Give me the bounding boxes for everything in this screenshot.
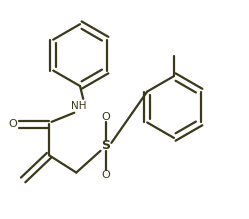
Text: S: S bbox=[101, 139, 111, 152]
Text: O: O bbox=[102, 112, 110, 122]
Text: O: O bbox=[8, 119, 17, 129]
Text: NH: NH bbox=[71, 101, 86, 111]
Text: O: O bbox=[102, 170, 110, 180]
